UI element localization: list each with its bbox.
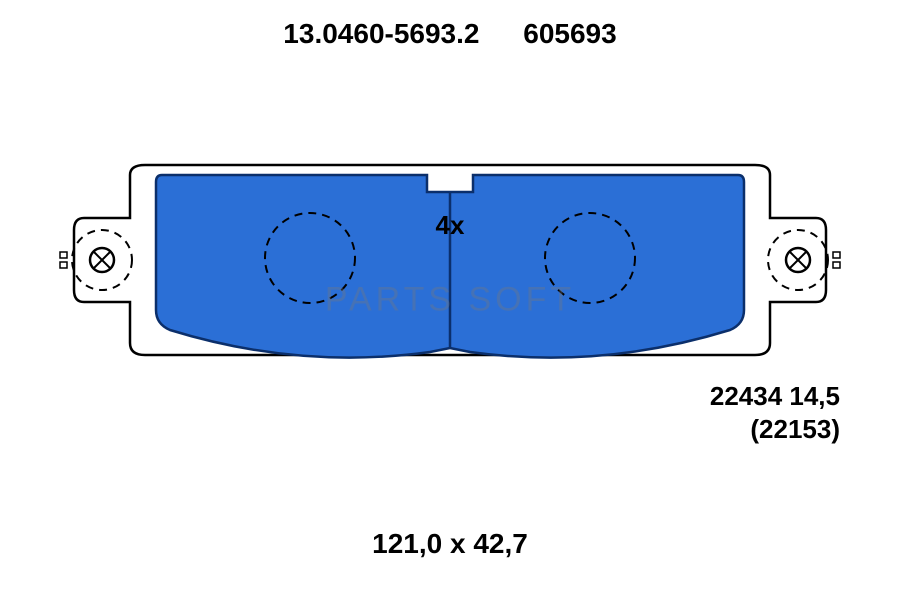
header-part-codes: 13.0460-5693.2 605693	[0, 18, 900, 50]
friction-pad	[156, 175, 744, 358]
dimensions-label: 121,0 x 42,7	[0, 528, 900, 560]
quantity-label: 4x	[436, 210, 465, 241]
part-number: 13.0460-5693.2	[283, 18, 479, 50]
side-info: 22434 14,5 (22153)	[710, 380, 840, 445]
side-info-line1: 22434 14,5	[710, 380, 840, 413]
right-ear-bolt	[768, 230, 840, 290]
left-ear-bolt	[60, 230, 132, 290]
side-info-line2: (22153)	[710, 413, 840, 446]
short-code: 605693	[523, 18, 616, 50]
